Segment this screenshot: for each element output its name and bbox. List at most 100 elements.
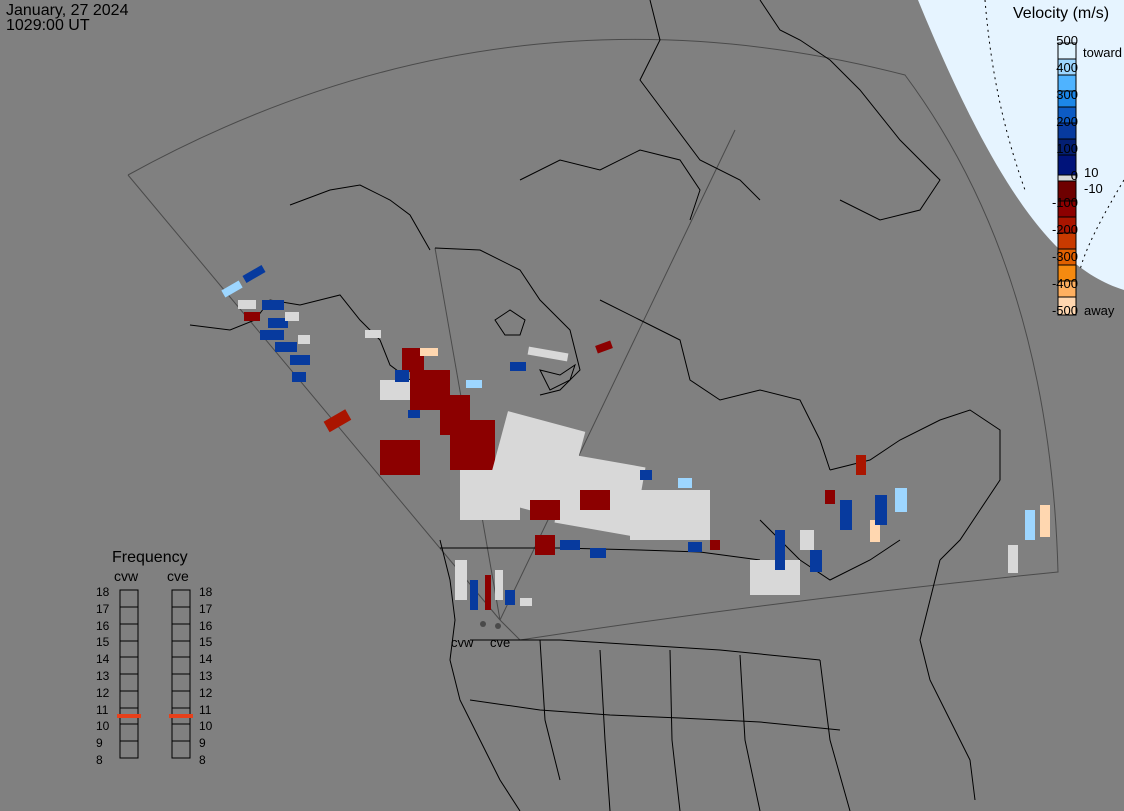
cell bbox=[275, 342, 297, 352]
cell bbox=[710, 540, 720, 550]
velocity-tick: 500 bbox=[1056, 33, 1078, 48]
cell bbox=[221, 280, 243, 298]
velocity-tick: -500 bbox=[1051, 303, 1078, 318]
cell bbox=[800, 530, 814, 550]
velocity-colorbar bbox=[1057, 42, 1077, 316]
frequency-scale-value: 18 bbox=[96, 585, 110, 599]
cell bbox=[560, 540, 580, 550]
radar-site-label-cvw: cvw bbox=[451, 635, 474, 650]
cell bbox=[688, 542, 702, 552]
frequency-bar-cvw bbox=[119, 589, 139, 759]
cell bbox=[395, 370, 409, 382]
cell bbox=[527, 346, 569, 362]
cell bbox=[420, 348, 438, 356]
frequency-marker-cve bbox=[169, 714, 193, 718]
frequency-scale-value: 10 bbox=[199, 719, 213, 734]
cell bbox=[455, 560, 467, 600]
cell bbox=[495, 570, 503, 600]
cell bbox=[580, 490, 610, 510]
radar-site-cvw bbox=[480, 621, 486, 627]
cell bbox=[242, 265, 266, 283]
frequency-scale-value: 12 bbox=[96, 685, 110, 700]
cell bbox=[460, 470, 520, 520]
cell bbox=[535, 535, 555, 555]
velocity-tick: -100 bbox=[1051, 195, 1078, 210]
cell bbox=[1008, 545, 1018, 573]
cell bbox=[380, 380, 410, 400]
frequency-scale-value: 18 bbox=[199, 585, 213, 599]
velocity-tick: 0 bbox=[1070, 168, 1078, 183]
cell bbox=[238, 300, 256, 309]
cell bbox=[298, 335, 310, 344]
sunlit-region bbox=[918, 0, 1124, 290]
frequency-scale-value: 10 bbox=[96, 719, 110, 734]
radar-label-cvw: cvw bbox=[114, 568, 139, 584]
cell bbox=[590, 548, 606, 558]
cell bbox=[856, 455, 866, 475]
terminator-line bbox=[984, 0, 1026, 191]
velocity-tick: 200 bbox=[1056, 114, 1078, 129]
frequency-scale-value: 17 bbox=[96, 601, 110, 616]
away-label: away bbox=[1084, 303, 1115, 318]
frequency-scale-value: 12 bbox=[199, 685, 213, 700]
frequency-scale-value: 14 bbox=[199, 652, 213, 667]
cell bbox=[630, 490, 710, 540]
cell bbox=[595, 340, 613, 354]
cell bbox=[260, 330, 284, 340]
near-zero-positive-label: 10 bbox=[1084, 165, 1099, 180]
cell bbox=[505, 590, 515, 605]
cell bbox=[323, 409, 352, 433]
cell bbox=[1040, 505, 1050, 537]
cell bbox=[520, 598, 532, 606]
frequency-scale-value: 8 bbox=[199, 753, 206, 767]
frequency-scale-value: 11 bbox=[96, 702, 109, 717]
frequency-scale-value: 11 bbox=[199, 702, 212, 717]
cell bbox=[450, 420, 495, 470]
near-zero-negative-label: -10 bbox=[1084, 181, 1103, 196]
cell bbox=[678, 478, 692, 488]
toward-label: toward bbox=[1083, 45, 1123, 60]
radar-site-cve bbox=[495, 623, 501, 629]
cell bbox=[825, 490, 835, 504]
cell bbox=[875, 495, 887, 525]
radar-label-cve: cve bbox=[167, 568, 189, 584]
velocity-tick: 400 bbox=[1056, 60, 1078, 75]
cell bbox=[640, 470, 652, 480]
frequency-scale-value: 13 bbox=[96, 669, 110, 683]
velocity-tick: 100 bbox=[1056, 141, 1078, 156]
frequency-bar-cve bbox=[171, 589, 191, 759]
velocity-tick: -400 bbox=[1051, 276, 1078, 291]
date-label: January, 27 2024 bbox=[6, 2, 129, 19]
velocity-cells bbox=[221, 265, 1050, 610]
frequency-scale-value: 9 bbox=[96, 736, 103, 751]
cell bbox=[244, 312, 260, 321]
frequency-marker-cvw bbox=[117, 714, 141, 718]
cell bbox=[466, 380, 482, 388]
cell bbox=[870, 520, 880, 542]
cell bbox=[290, 355, 310, 365]
map-outlines bbox=[189, 0, 1001, 811]
cell bbox=[408, 410, 420, 418]
frequency-scale-value: 15 bbox=[199, 635, 213, 650]
frequency-scale-value: 15 bbox=[96, 635, 110, 650]
frequency-scale-value: 8 bbox=[96, 753, 103, 767]
cell bbox=[810, 550, 822, 572]
cell bbox=[470, 580, 478, 610]
frequency-scale-value: 13 bbox=[199, 669, 213, 683]
cell bbox=[840, 500, 852, 530]
velocity-tick: -200 bbox=[1051, 222, 1078, 237]
frequency-title: Frequency bbox=[112, 549, 188, 566]
frequency-scale-value: 17 bbox=[199, 601, 213, 616]
cell bbox=[510, 362, 526, 371]
radar-site-label-cve: cve bbox=[490, 635, 511, 650]
velocity-tick: -300 bbox=[1051, 249, 1078, 264]
cell bbox=[530, 500, 560, 520]
velocity-legend-title: Velocity (m/s) bbox=[1013, 5, 1110, 22]
velocity-tick: 300 bbox=[1056, 87, 1078, 102]
cell bbox=[262, 300, 284, 310]
cell bbox=[775, 530, 785, 570]
cell bbox=[402, 348, 424, 372]
frequency-scale-value: 9 bbox=[199, 736, 206, 751]
cell bbox=[1025, 510, 1035, 540]
